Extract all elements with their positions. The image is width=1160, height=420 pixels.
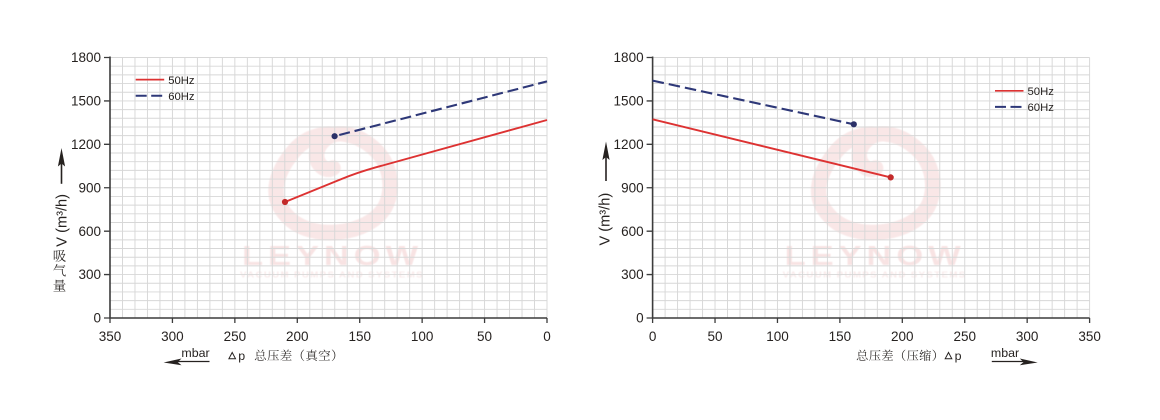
- svg-text:50: 50: [477, 329, 492, 344]
- svg-text:1800: 1800: [71, 50, 101, 65]
- svg-text:mbar: mbar: [991, 346, 1019, 360]
- svg-text:50Hz: 50Hz: [168, 75, 195, 87]
- svg-text:50: 50: [708, 329, 723, 344]
- svg-text:0: 0: [543, 329, 551, 344]
- svg-text:900: 900: [78, 180, 101, 195]
- svg-text:p: p: [955, 349, 962, 363]
- svg-text:100: 100: [411, 329, 434, 344]
- svg-text:350: 350: [99, 329, 122, 344]
- svg-text:350: 350: [1078, 329, 1101, 344]
- svg-text:1500: 1500: [71, 94, 101, 109]
- svg-text:1800: 1800: [614, 50, 644, 65]
- svg-text:150: 150: [348, 329, 371, 344]
- svg-text:0: 0: [649, 329, 657, 344]
- svg-text:200: 200: [286, 329, 309, 344]
- svg-text:1200: 1200: [614, 137, 644, 152]
- svg-text:300: 300: [161, 329, 184, 344]
- svg-text:60Hz: 60Hz: [168, 91, 195, 103]
- svg-text:1500: 1500: [614, 94, 644, 109]
- svg-text:mbar: mbar: [181, 346, 209, 360]
- svg-text:300: 300: [1016, 329, 1039, 344]
- svg-text:60Hz: 60Hz: [1028, 102, 1055, 114]
- svg-text:0: 0: [93, 311, 101, 326]
- svg-text:V (m³/h): V (m³/h): [54, 194, 70, 247]
- svg-text:250: 250: [224, 329, 247, 344]
- svg-text:300: 300: [78, 267, 101, 282]
- svg-text:600: 600: [621, 224, 644, 239]
- svg-text:200: 200: [891, 329, 914, 344]
- svg-text:600: 600: [78, 224, 101, 239]
- svg-text:300: 300: [621, 267, 644, 282]
- svg-text:250: 250: [953, 329, 976, 344]
- svg-text:0: 0: [636, 311, 644, 326]
- svg-text:900: 900: [621, 180, 644, 195]
- svg-text:50Hz: 50Hz: [1028, 86, 1055, 98]
- svg-text:p: p: [238, 349, 245, 363]
- svg-text:V (m³/h): V (m³/h): [598, 193, 614, 246]
- svg-text:100: 100: [766, 329, 789, 344]
- svg-text:1200: 1200: [71, 137, 101, 152]
- svg-text:150: 150: [829, 329, 852, 344]
